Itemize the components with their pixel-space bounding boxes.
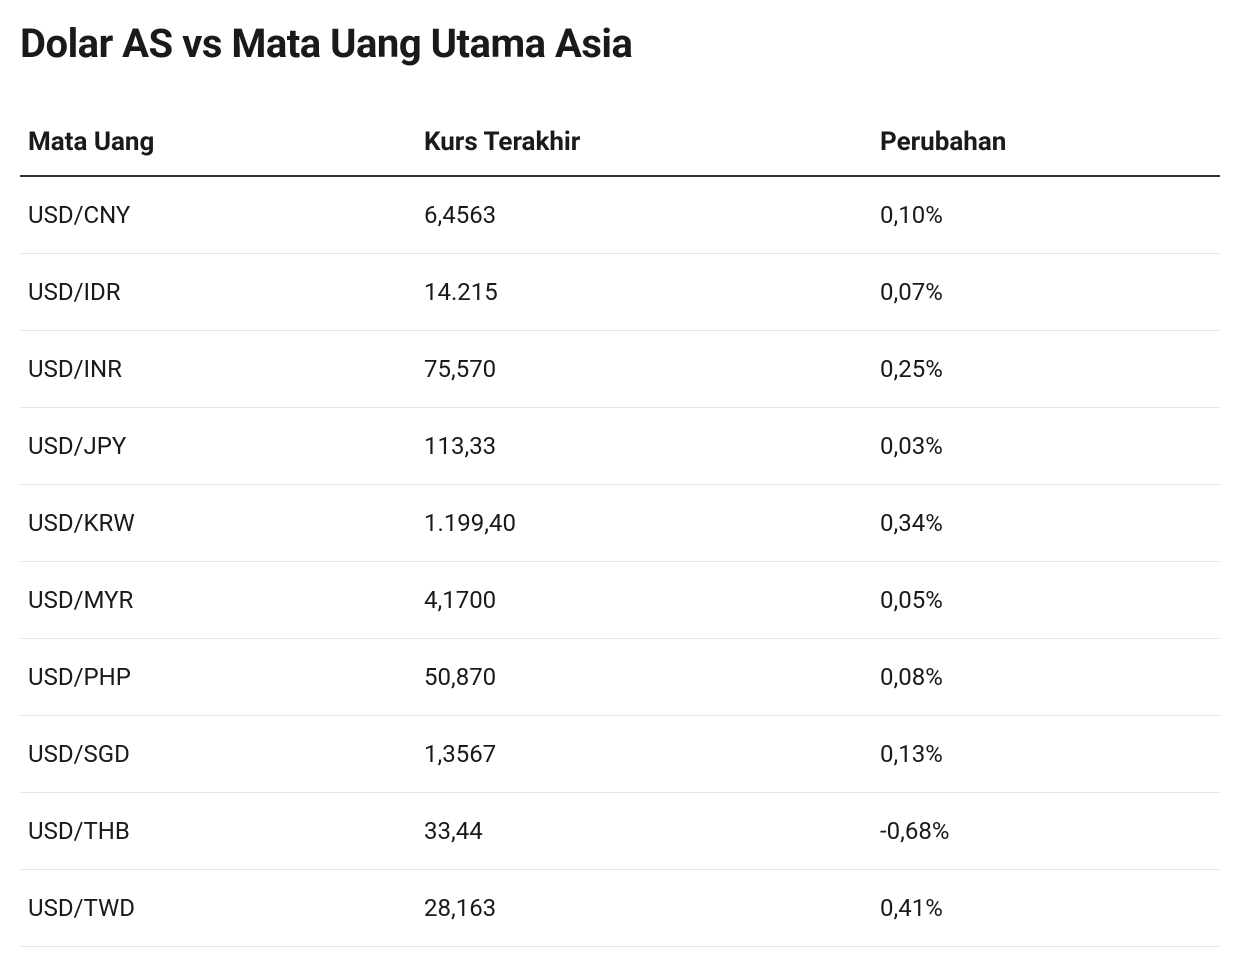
table-row: USD/TWD 28,163 0,41% xyxy=(20,870,1220,947)
table-row: USD/INR 75,570 0,25% xyxy=(20,331,1220,408)
cell-currency: USD/MYR xyxy=(20,562,416,639)
cell-change: 0,25% xyxy=(872,331,1220,408)
cell-currency: USD/CNY xyxy=(20,176,416,254)
cell-change: -0,68% xyxy=(872,793,1220,870)
cell-change: 0,07% xyxy=(872,254,1220,331)
cell-change: 0,10% xyxy=(872,176,1220,254)
cell-rate: 1,3567 xyxy=(416,716,872,793)
table-row: USD/PHP 50,870 0,08% xyxy=(20,639,1220,716)
cell-rate: 75,570 xyxy=(416,331,872,408)
cell-change: 0,05% xyxy=(872,562,1220,639)
cell-rate: 1.199,40 xyxy=(416,485,872,562)
table-row: USD/THB 33,44 -0,68% xyxy=(20,793,1220,870)
cell-currency: USD/IDR xyxy=(20,254,416,331)
cell-rate: 6,4563 xyxy=(416,176,872,254)
cell-currency: USD/PHP xyxy=(20,639,416,716)
cell-change: 0,13% xyxy=(872,716,1220,793)
cell-currency: USD/THB xyxy=(20,793,416,870)
cell-change: 0,41% xyxy=(872,870,1220,947)
cell-currency: USD/TWD xyxy=(20,870,416,947)
table-row: USD/MYR 4,1700 0,05% xyxy=(20,562,1220,639)
cell-change: 0,08% xyxy=(872,639,1220,716)
cell-change: 0,03% xyxy=(872,408,1220,485)
cell-currency: USD/SGD xyxy=(20,716,416,793)
cell-rate: 28,163 xyxy=(416,870,872,947)
page-title: Dolar AS vs Mata Uang Utama Asia xyxy=(20,20,1220,67)
cell-currency: USD/KRW xyxy=(20,485,416,562)
column-header-change: Perubahan xyxy=(872,115,1220,176)
table-row: USD/CNY 6,4563 0,10% xyxy=(20,176,1220,254)
cell-currency: USD/INR xyxy=(20,331,416,408)
cell-rate: 4,1700 xyxy=(416,562,872,639)
table-header-row: Mata Uang Kurs Terakhir Perubahan xyxy=(20,115,1220,176)
table-row: USD/IDR 14.215 0,07% xyxy=(20,254,1220,331)
cell-rate: 33,44 xyxy=(416,793,872,870)
cell-rate: 113,33 xyxy=(416,408,872,485)
cell-rate: 50,870 xyxy=(416,639,872,716)
cell-rate: 14.215 xyxy=(416,254,872,331)
table-row: USD/KRW 1.199,40 0,34% xyxy=(20,485,1220,562)
cell-change: 0,34% xyxy=(872,485,1220,562)
cell-currency: USD/JPY xyxy=(20,408,416,485)
table-row: USD/SGD 1,3567 0,13% xyxy=(20,716,1220,793)
column-header-rate: Kurs Terakhir xyxy=(416,115,872,176)
table-row: USD/JPY 113,33 0,03% xyxy=(20,408,1220,485)
column-header-currency: Mata Uang xyxy=(20,115,416,176)
currency-table: Mata Uang Kurs Terakhir Perubahan USD/CN… xyxy=(20,115,1220,947)
